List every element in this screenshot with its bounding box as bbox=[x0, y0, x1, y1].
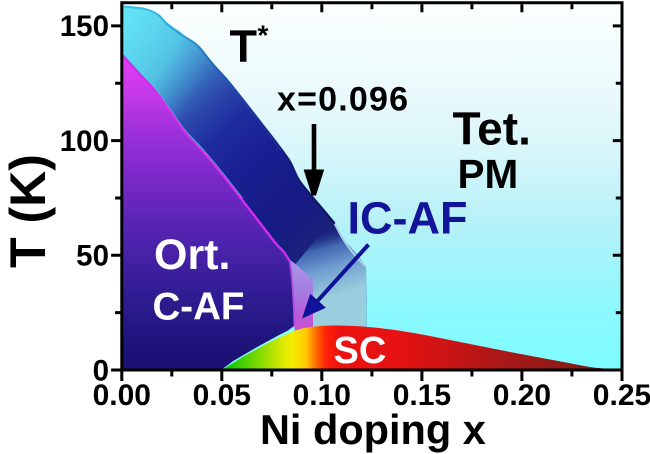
svg-text:150: 150 bbox=[60, 10, 109, 43]
svg-text:x=0.096: x=0.096 bbox=[277, 81, 409, 119]
svg-text:50: 50 bbox=[76, 240, 109, 273]
svg-text:PM: PM bbox=[458, 151, 519, 197]
svg-text:0.25: 0.25 bbox=[593, 379, 650, 412]
svg-text:0.20: 0.20 bbox=[493, 379, 551, 412]
svg-text:IC-AF: IC-AF bbox=[348, 193, 468, 244]
svg-text:100: 100 bbox=[60, 125, 109, 158]
svg-text:Ort.: Ort. bbox=[154, 231, 230, 279]
svg-text:T: T bbox=[230, 21, 258, 72]
svg-text:Tet.: Tet. bbox=[453, 102, 531, 154]
svg-text:0.05: 0.05 bbox=[193, 379, 251, 412]
svg-text:Ni doping x: Ni doping x bbox=[260, 406, 486, 453]
svg-text:0.00: 0.00 bbox=[93, 379, 151, 412]
svg-text:C-AF: C-AF bbox=[153, 286, 245, 329]
svg-text:0.15: 0.15 bbox=[393, 379, 451, 412]
svg-text:*: * bbox=[258, 20, 269, 51]
svg-text:T (K): T (K) bbox=[0, 154, 56, 268]
svg-text:0: 0 bbox=[93, 354, 109, 387]
svg-text:0.10: 0.10 bbox=[293, 379, 351, 412]
svg-text:SC: SC bbox=[334, 330, 387, 372]
